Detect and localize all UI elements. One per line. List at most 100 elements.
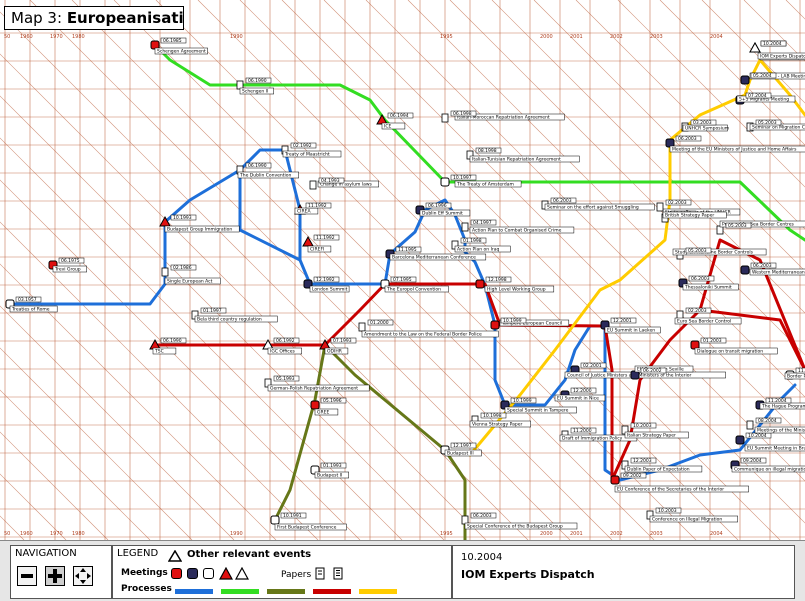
year-label-top: 2000 bbox=[540, 34, 553, 40]
event-label[interactable]: Study on Maritime Border Controls bbox=[675, 250, 754, 256]
paper-marker[interactable] bbox=[441, 113, 449, 123]
event-label[interactable]: Special Summit in Tampere bbox=[507, 408, 569, 414]
event-label[interactable]: Draft of Immigration Policy bbox=[562, 436, 623, 442]
year-label-bottom: 2000 bbox=[540, 531, 553, 537]
event-label[interactable]: Schengen II bbox=[242, 89, 268, 95]
event-label[interactable]: Budapest III bbox=[447, 451, 474, 457]
event-label[interactable]: German-Polish Repatriation Agreement bbox=[270, 386, 358, 392]
year-label-top: 50 bbox=[4, 34, 10, 40]
event-label[interactable]: Bela third country regulation bbox=[197, 317, 262, 323]
event-label[interactable]: Border Po bbox=[787, 374, 805, 380]
event-label[interactable]: Trevi Group bbox=[54, 267, 81, 273]
meeting-marker[interactable] bbox=[610, 475, 620, 485]
event-label[interactable]: 5+5 Migrants Meeting bbox=[739, 97, 789, 103]
event-label[interactable]: Treaties of Rome bbox=[11, 307, 50, 313]
event-label[interactable]: Budapest II bbox=[317, 473, 342, 479]
event-label[interactable]: Dublin Eff Summit bbox=[422, 211, 463, 217]
event-label[interactable]: GREE bbox=[317, 410, 329, 416]
event-label[interactable]: Euro Sea Border Control bbox=[677, 319, 731, 325]
grid-line-diagonal bbox=[197, 0, 739, 540]
event-label[interactable]: High Level Working Group bbox=[487, 287, 546, 293]
event-label[interactable]: The Dublin Convention bbox=[239, 173, 292, 179]
event-label[interactable]: Tampere European Council bbox=[501, 321, 562, 327]
event-label[interactable]: Meetings of the Ministers of bbox=[757, 428, 805, 434]
event-label[interactable]: Change in asylum laws bbox=[320, 182, 373, 188]
paper-marker[interactable] bbox=[358, 322, 366, 332]
event-label[interactable]: Amendment to the Law on the Federal Bord… bbox=[364, 332, 482, 338]
event-label[interactable]: EU Summit in Laeken bbox=[607, 328, 655, 334]
meeting-marker[interactable] bbox=[735, 435, 745, 445]
event-label[interactable]: ICE bbox=[384, 124, 391, 130]
event-label[interactable]: Western Mediterranean Ba bbox=[752, 270, 805, 276]
event-date: 05.1996 bbox=[323, 398, 342, 404]
event-date-box bbox=[245, 162, 272, 169]
event-label[interactable]: IOM Experts Dispatch bbox=[760, 54, 805, 60]
meeting-marker[interactable] bbox=[440, 177, 450, 187]
event-label[interactable]: The Hague Programme bbox=[761, 404, 805, 410]
event-label[interactable]: Proposal for Sea Border Centres bbox=[722, 222, 795, 228]
meeting-marker[interactable] bbox=[270, 515, 280, 525]
event-label[interactable]: Communique on illegal migrations bbox=[734, 467, 805, 473]
event-label[interactable]: Council of Justice Ministers and Ministe… bbox=[567, 373, 692, 379]
grid-line-diagonal bbox=[0, 263, 277, 540]
event-date-box bbox=[655, 507, 682, 514]
event-label[interactable]: TSC bbox=[154, 349, 164, 355]
event-label[interactable]: Single European Act bbox=[167, 279, 213, 285]
event-label[interactable]: EU Summit Meeting in Brussels bbox=[747, 446, 805, 452]
event-date-box bbox=[755, 417, 782, 424]
event-label[interactable]: Vienna Strategy Paper bbox=[472, 422, 522, 428]
paper-marker[interactable] bbox=[161, 267, 169, 277]
event-label[interactable]: Action Plan to Combat Organised Crime bbox=[472, 228, 562, 234]
event-date-box bbox=[425, 202, 452, 209]
paper-marker[interactable] bbox=[656, 202, 664, 212]
event-label[interactable]: EU Conference of the Secretaries of the … bbox=[617, 487, 724, 493]
event-label[interactable]: Thessaloniki Summit bbox=[684, 285, 732, 291]
pan-button[interactable] bbox=[45, 566, 65, 586]
event-triangle-marker[interactable] bbox=[302, 235, 314, 247]
event-label[interactable]: LAB and EI - LAB Meetings bbox=[752, 74, 805, 80]
event-label[interactable]: EU Summit in Nice bbox=[557, 396, 599, 402]
event-label[interactable]: Seminar on the effort against Smuggling bbox=[547, 205, 639, 211]
paper-marker[interactable] bbox=[309, 180, 317, 190]
event-label[interactable]: The Treaty of Amsterdam bbox=[456, 182, 514, 188]
event-label[interactable]: Meeting of the EU Ministers of Justice a… bbox=[672, 147, 797, 153]
event-label[interactable]: Treaty of Maastricht bbox=[284, 152, 330, 158]
paper-marker[interactable] bbox=[746, 420, 754, 430]
event-label-box bbox=[314, 408, 339, 416]
meeting-marker[interactable] bbox=[490, 320, 500, 330]
event-label[interactable]: Barcelona Mediterranean Conference bbox=[392, 255, 476, 261]
event-label[interactable]: Dublin Paper of Expectation bbox=[627, 467, 690, 473]
event-label[interactable]: Italian-Moroccan Repatriation Agreement bbox=[457, 115, 550, 121]
event-triangle-marker[interactable] bbox=[749, 41, 761, 53]
event-label[interactable]: CIREA bbox=[297, 209, 311, 215]
process-map[interactable]: 50 50 1960 1960 1970 1970 1980 1980 1990 1990 1995… bbox=[0, 0, 805, 540]
event-label[interactable]: Budapest Group Immigration bbox=[167, 227, 232, 233]
event-label[interactable]: The Europol Convention bbox=[386, 287, 441, 293]
event-label[interactable]: Action Plan on Iraq bbox=[457, 247, 499, 253]
event-label[interactable]: Schengen Agreement bbox=[157, 49, 206, 55]
event-label[interactable]: Seminar on Migration Controls in the bbox=[752, 125, 805, 131]
meeting-marker[interactable] bbox=[475, 279, 485, 289]
event-label[interactable]: Conference on Illegal Migration bbox=[652, 517, 722, 523]
event-date: 05.1993 bbox=[276, 376, 295, 382]
event-label[interactable]: British Strategy Paper bbox=[665, 213, 714, 219]
move-button[interactable] bbox=[73, 566, 93, 586]
paper-marker[interactable] bbox=[461, 222, 469, 232]
event-label[interactable]: UNHCR Symposium bbox=[685, 126, 729, 132]
meeting-marker[interactable] bbox=[740, 265, 750, 275]
event-label[interactable]: Italian-Tunisian Repatriation Agreement bbox=[472, 157, 561, 163]
event-label-box bbox=[464, 522, 578, 530]
event-label[interactable]: IGC Offices bbox=[270, 349, 296, 355]
zoom-out-button[interactable] bbox=[17, 566, 37, 586]
event-label[interactable]: Italian Strategy Paper bbox=[627, 433, 676, 439]
meeting-marker[interactable] bbox=[310, 400, 320, 410]
meeting-marker[interactable] bbox=[740, 75, 750, 85]
event-label[interactable]: Special Conference of the Budapest Group bbox=[467, 524, 563, 530]
event-label[interactable]: First Budapest Conference bbox=[277, 525, 337, 531]
event-label-box bbox=[309, 285, 350, 293]
event-label[interactable]: ODIHR bbox=[327, 349, 342, 355]
event-label[interactable]: London Summit bbox=[312, 287, 348, 293]
event-label[interactable]: Dialogue on transit migration bbox=[697, 349, 763, 355]
event-label[interactable]: CIREFI bbox=[310, 247, 324, 253]
